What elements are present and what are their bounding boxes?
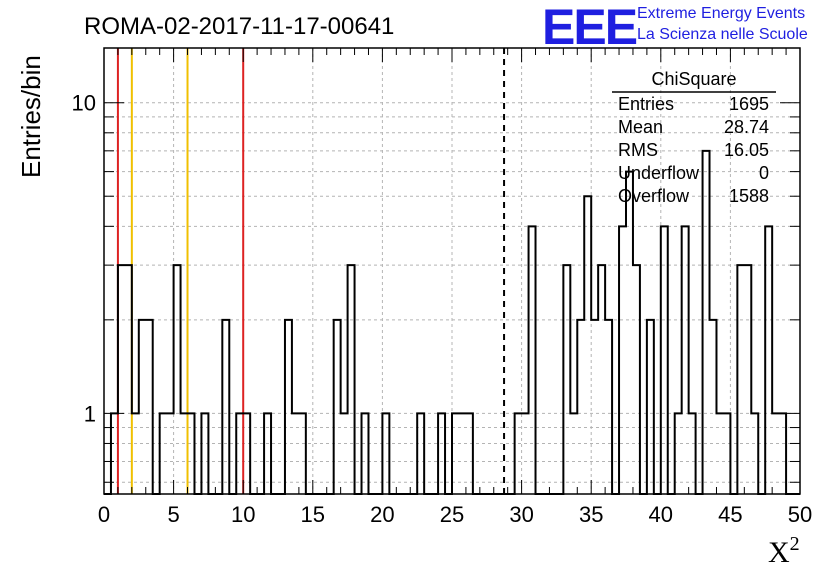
y-tick-label: 10 bbox=[72, 91, 96, 116]
stats-value: 1695 bbox=[729, 94, 769, 114]
x-tick-label: 50 bbox=[788, 502, 812, 527]
histogram-line bbox=[104, 149, 800, 495]
y-tick-labels: 1 10 bbox=[72, 91, 96, 427]
stats-label: Overflow bbox=[618, 186, 690, 206]
stats-value: 1588 bbox=[729, 186, 769, 206]
x-tick-label: 10 bbox=[231, 502, 255, 527]
x-axis-label-superscript: 2 bbox=[790, 533, 800, 555]
eee-logo: EEE Extreme Energy Events La Scienza nel… bbox=[542, 0, 808, 55]
x-tick-label: 0 bbox=[98, 502, 110, 527]
x-tick-label: 25 bbox=[440, 502, 464, 527]
stats-label: Mean bbox=[618, 117, 663, 137]
x-axis-label: X2 bbox=[768, 533, 800, 569]
stats-label: RMS bbox=[618, 140, 658, 160]
stats-label: Entries bbox=[618, 94, 674, 114]
x-axis-label-base: X bbox=[768, 536, 790, 569]
logo-line-2: La Scienza nelle Scuole bbox=[637, 26, 808, 43]
stats-title: ChiSquare bbox=[651, 69, 736, 89]
logo-line-1: Extreme Energy Events bbox=[637, 5, 805, 22]
x-tick-label: 40 bbox=[649, 502, 673, 527]
stats-rows: Entries 1695 Mean 28.74 RMS 16.05 Underflow 0 Ov… bbox=[618, 94, 769, 206]
stats-value: 16.05 bbox=[724, 140, 769, 160]
x-tick-label: 15 bbox=[301, 502, 325, 527]
stats-label: Underflow bbox=[618, 163, 700, 183]
x-tick-label: 5 bbox=[167, 502, 179, 527]
x-tick-labels: 0 5 10 15 20 25 30 35 40 45 50 bbox=[98, 502, 812, 527]
axis-ticks bbox=[103, 48, 801, 494]
stats-box: ChiSquare Entries 1695 Mean 28.74 RMS 16.05 Un… bbox=[612, 69, 776, 206]
histogram bbox=[104, 149, 800, 495]
x-tick-label: 35 bbox=[579, 502, 603, 527]
chart-title: ROMA-02-2017-11-17-00641 bbox=[84, 13, 394, 40]
x-tick-label: 45 bbox=[718, 502, 742, 527]
x-tick-label: 20 bbox=[370, 502, 394, 527]
y-axis-label: Entries/bin bbox=[16, 55, 46, 178]
y-tick-label: 1 bbox=[84, 401, 96, 426]
x-tick-label: 30 bbox=[509, 502, 533, 527]
logo-letters: EEE bbox=[542, 0, 637, 55]
stats-value: 28.74 bbox=[724, 117, 769, 137]
stats-value: 0 bbox=[759, 163, 769, 183]
